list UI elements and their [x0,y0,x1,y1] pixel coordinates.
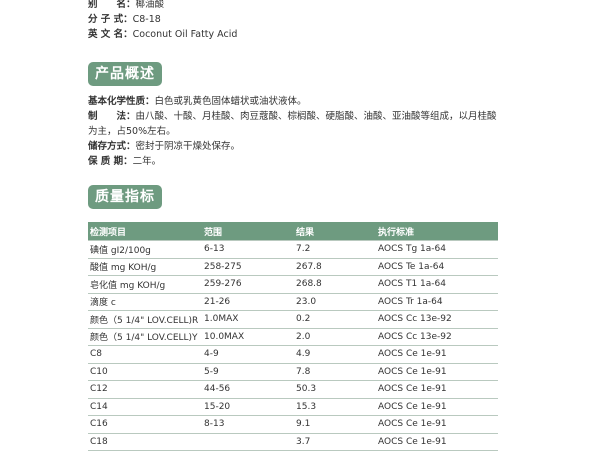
info-label: 英 文 名： [88,29,133,40]
table-cell: C12 [88,380,202,399]
table-cell: 颜色（5 1/4" LOV.CELL)R [88,310,202,329]
table-row: C18 3.7 AOCS Ce 1e-91 [88,433,498,451]
header-cell: 范围 [202,222,294,241]
table-row: 皂化值 mg KOH/g 259-276 268.8 AOCS T1 1a-64 [88,275,498,294]
table-cell: AOCS Cc 13e-92 [376,310,498,329]
table-cell: 15.3 [294,398,376,416]
overview-value: 二年。 [132,156,162,167]
table-cell: AOCS T1 1a-64 [376,275,498,294]
table-cell: 267.8 [294,258,376,276]
section-title: 产品概述 [88,62,162,86]
header-cell: 执行标准 [376,222,498,241]
overview-label: 制 法： [88,111,136,122]
table-cell: 0.2 [294,310,376,329]
table-row: C8 4-9 4.9 AOCS Ce 1e-91 [88,345,498,364]
table-cell: C16 [88,415,202,434]
table-cell: 23.0 [294,293,376,311]
table-cell: 6-13 [202,240,294,259]
table-cell: 皂化值 mg KOH/g [88,275,202,294]
overview-label: 基本化学性质： [88,96,155,107]
info-line: 英 文 名：Coconut Oil Fatty Acid [88,27,498,42]
header-cell: 结果 [294,222,376,241]
table-cell: AOCS Ce 1e-91 [376,398,498,416]
table-row: 碘值 gI2/100g 6-13 7.2 AOCS Tg 1a-64 [88,240,498,259]
table-row: 颜色（5 1/4" LOV.CELL)Y 10.0MAX 2.0 AOCS Cc 13… [88,328,498,346]
table-row: C14 15-20 15.3 AOCS Ce 1e-91 [88,398,498,416]
table-cell: 259-276 [202,275,294,294]
table-cell: 15-20 [202,398,294,416]
table-cell: 44-56 [202,380,294,399]
table-row: C16 8-13 9.1 AOCS Ce 1e-91 [88,415,498,434]
table-cell: AOCS Cc 13e-92 [376,328,498,346]
table-cell: 7.8 [294,363,376,381]
table-cell: 1.0MAX [202,310,294,329]
table-cell: C18 [88,433,202,451]
overview-label: 保 质 期： [88,156,133,167]
table-row: 颜色（5 1/4" LOV.CELL)R 1.0MAX 0.2 AOCS Cc 13e… [88,310,498,329]
table-cell: AOCS Ce 1e-91 [376,363,498,381]
overview-line: 储存方式：密封于阴凉干燥处保存。 [88,139,498,154]
overview-label: 储存方式： [88,141,136,152]
table-cell: 5-9 [202,363,294,381]
table-cell: 颜色（5 1/4" LOV.CELL)Y [88,328,202,346]
table-cell: 酸值 mg KOH/g [88,258,202,276]
table-cell: C10 [88,363,202,381]
overview-line: 制 法：由八酸、十酸、月桂酸、肉豆蔻酸、棕榈酸、硬脂酸、油酸、亚油酸等组成，以月… [88,109,498,139]
table-row: C12 44-56 50.3 AOCS Ce 1e-91 [88,380,498,399]
table-cell: 2.0 [294,328,376,346]
quality-table: 检测项目 范围 结果 执行标准 碘值 gI2/100g 6-13 7.2 AOCS Tg 1a… [88,222,498,451]
table-cell: 21-26 [202,293,294,311]
overview-line: 保 质 期：二年。 [88,154,498,169]
table-cell: 10.0MAX [202,328,294,346]
info-line: 别 名：椰油酸 [88,0,498,12]
info-value: Coconut Oil Fatty Acid [132,29,238,40]
table-cell: 7.2 [294,240,376,259]
info-label: 分 子 式： [88,14,133,25]
table-cell: AOCS Ce 1e-91 [376,380,498,399]
table-cell: AOCS Tg 1a-64 [376,240,498,259]
table-cell: 8-13 [202,415,294,434]
table-cell: 9.1 [294,415,376,434]
overview-line: 基本化学性质：白色或乳黄色固体蜡状或油状液体。 [88,94,498,109]
section-title: 质量指标 [88,185,162,209]
table-cell: 3.7 [294,433,376,451]
info-value: 椰油酸 [135,0,165,10]
table-cell: AOCS Te 1a-64 [376,258,498,276]
table-cell: 258-275 [202,258,294,276]
table-cell: 滴度 c [88,293,202,311]
table-cell: AOCS Tr 1a-64 [376,293,498,311]
table-cell: 碘值 gI2/100g [88,240,202,259]
table-header: 检测项目 范围 结果 执行标准 [88,222,498,241]
table-row: 滴度 c 21-26 23.0 AOCS Tr 1a-64 [88,293,498,311]
table-cell: 4-9 [202,345,294,364]
table-cell: AOCS Ce 1e-91 [376,433,498,451]
header-cell: 检测项目 [88,222,202,241]
overview-value: 密封于阴凉干燥处保存。 [135,141,241,152]
overview-value: 白色或乳黄色固体蜡状或油状液体。 [154,96,307,107]
info-value: C8-18 [132,14,161,25]
table-row: C10 5-9 7.8 AOCS Ce 1e-91 [88,363,498,381]
table-row: 酸值 mg KOH/g 258-275 267.8 AOCS Te 1a-64 [88,258,498,276]
overview-value: 由八酸、十酸、月桂酸、肉豆蔻酸、棕榈酸、硬脂酸、油酸、亚油酸等组成，以月桂酸为主… [88,111,497,137]
info-label: 别 名： [88,0,136,10]
table-cell: AOCS Ce 1e-91 [376,415,498,434]
table-cell [202,433,294,451]
table-cell: C8 [88,345,202,364]
table-cell: 4.9 [294,345,376,364]
table-cell: 50.3 [294,380,376,399]
info-line: 分 子 式：C8-18 [88,12,498,27]
table-cell: AOCS Ce 1e-91 [376,345,498,364]
table-cell: 268.8 [294,275,376,294]
table-cell: C14 [88,398,202,416]
